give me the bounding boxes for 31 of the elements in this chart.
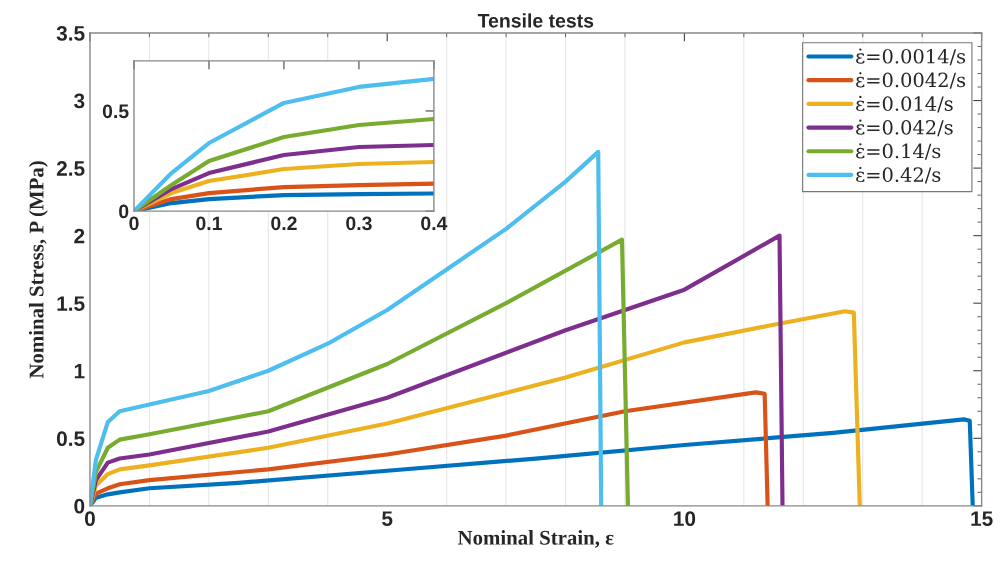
y-tick-label: 2 — [74, 228, 85, 244]
x-tick-label: 5 — [382, 511, 393, 526]
y-tick-label: 0.5 — [102, 104, 129, 119]
legend-label: ε̇=0.042/s — [856, 119, 953, 137]
y-tick-label: 3.5 — [56, 26, 85, 41]
line-series — [89, 149, 604, 506]
x-tick-label: 0.3 — [346, 216, 372, 231]
legend-label: ε̇=0.42/s — [856, 166, 941, 184]
x-axis-title: Nominal Strain, ε — [457, 530, 614, 548]
x-tick-label: 0 — [85, 511, 95, 526]
y-axis-title: Nominal Stress, P (MPa) — [28, 161, 48, 379]
legend-label: ε̇=0.0042/s — [856, 72, 966, 89]
x-tick-label: 0.1 — [196, 216, 222, 231]
y-tick-label: 3 — [74, 93, 85, 109]
y-tick-label: 1.5 — [57, 296, 85, 311]
line-series — [89, 309, 862, 506]
y-tick-label: 2.5 — [56, 161, 85, 176]
x-tick-label: 0.2 — [271, 216, 297, 231]
line-series — [89, 233, 785, 506]
y-tick-label: 0.5 — [56, 431, 85, 447]
x-tick-label: 0.4 — [421, 216, 448, 231]
legend-label: ε̇=0.014/s — [856, 95, 953, 113]
legend-label: ε̇=0.0014/s — [856, 48, 966, 66]
y-tick-label: 1 — [74, 363, 85, 379]
line-series — [89, 237, 631, 506]
chart-title: Tensile tests — [477, 13, 594, 28]
x-tick-label: 15 — [971, 511, 993, 526]
x-tick-label: 10 — [674, 511, 696, 526]
legend-label: ε̇=0.14/s — [856, 143, 941, 160]
y-tick-label: 0 — [74, 498, 85, 514]
x-tick-label: 0 — [129, 216, 139, 231]
